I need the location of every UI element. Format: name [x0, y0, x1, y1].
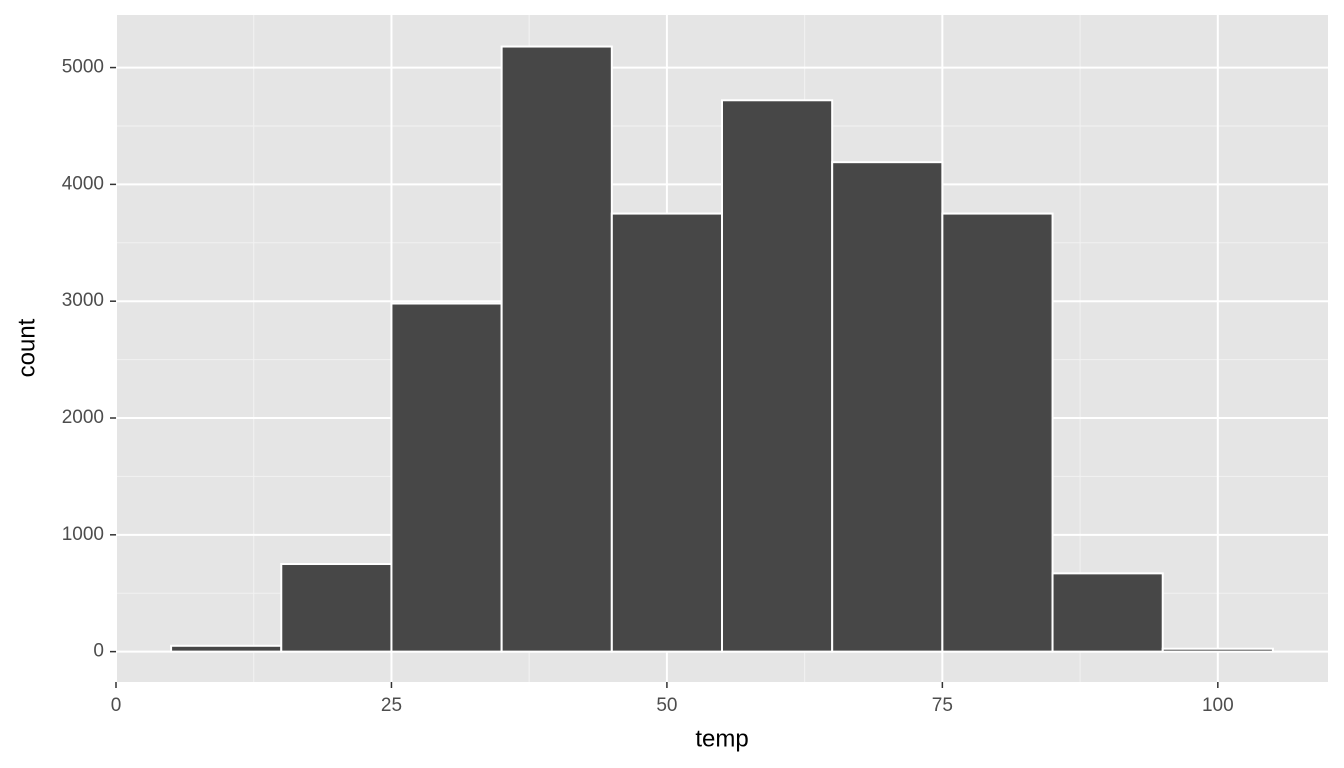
y-tick-label: 5000: [62, 57, 104, 78]
histogram-bar: [831, 161, 944, 653]
y-tick-label: 4000: [62, 173, 104, 194]
histogram-bar: [1161, 647, 1274, 653]
y-tick-label: 3000: [62, 290, 104, 311]
histogram-bar: [390, 302, 503, 653]
x-tick-label: 0: [111, 695, 122, 716]
y-tick-label: 1000: [62, 524, 104, 545]
histogram-bar: [610, 212, 723, 653]
x-axis-title: temp: [695, 725, 748, 752]
x-tick-label: 75: [932, 695, 953, 716]
histogram-bar: [941, 212, 1054, 653]
x-tick-label: 50: [656, 695, 677, 716]
x-tick-label: 100: [1202, 695, 1234, 716]
histogram-bar: [1051, 572, 1164, 653]
histogram-bar: [280, 563, 393, 653]
y-tick-label: 2000: [62, 407, 104, 428]
x-tick-label: 25: [381, 695, 402, 716]
histogram-bar: [170, 644, 283, 653]
histogram-bar: [500, 45, 613, 653]
y-axis-title: count: [13, 318, 40, 377]
histogram-bar: [721, 99, 834, 653]
y-tick-label: 0: [93, 641, 104, 662]
